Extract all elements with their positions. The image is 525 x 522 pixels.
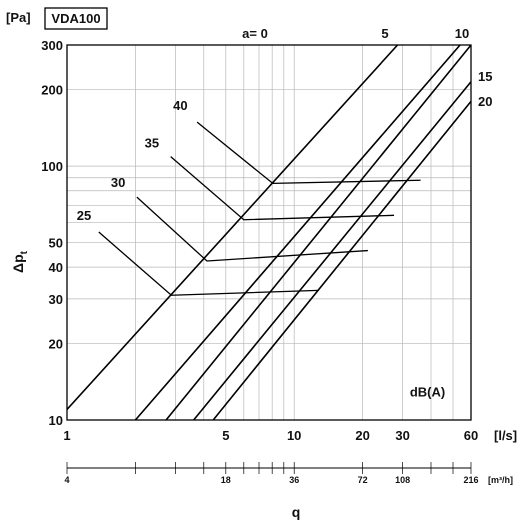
series-line-4	[212, 100, 471, 420]
x-tick-label: 20	[355, 428, 369, 443]
series-line-0	[67, 45, 399, 411]
x2-tick-label: 4	[64, 475, 69, 485]
series-label-0: a= 0	[242, 26, 268, 41]
series-label-2: 10	[455, 26, 469, 41]
y-tick-label: 30	[49, 292, 63, 307]
sound-line-35	[170, 156, 395, 221]
data-lines	[67, 45, 471, 420]
x-tick-label: 30	[395, 428, 409, 443]
model-label: VDA100	[51, 11, 100, 26]
y-axis-title-main: Δp	[10, 254, 26, 273]
sound-label-35: 35	[145, 136, 159, 151]
x2-tick-label: 216	[463, 475, 478, 485]
sound-line-30	[136, 196, 368, 262]
x-unit-label: [l/s]	[494, 428, 517, 443]
series-line-1	[134, 45, 461, 420]
y-tick-label: 10	[49, 413, 63, 428]
svg-text:Δpt: Δpt	[10, 250, 30, 273]
y-axis-ticks: 10 20 30 40 50 100 200 300	[41, 38, 63, 428]
sound-line-25	[98, 231, 319, 296]
annotations: dB(A)	[410, 384, 445, 399]
y-tick-label: 300	[41, 38, 63, 53]
x2-unit-label: [m³/h]	[488, 475, 513, 485]
y-axis-title: Δpt	[10, 250, 30, 273]
y-tick-label: 50	[49, 236, 63, 251]
y-tick-label: 20	[49, 337, 63, 352]
sound-label-25: 25	[77, 208, 91, 223]
x-tick-label: 60	[464, 428, 478, 443]
plot-frame	[66, 44, 472, 421]
x2-tick-label: 36	[289, 475, 299, 485]
y-axis-title-sub: t	[19, 250, 30, 254]
x-axis-ticks: 1 5 10 20 30 60	[63, 428, 478, 443]
x-tick-label: 10	[287, 428, 301, 443]
sound-label-40: 40	[173, 98, 187, 113]
dba-label: dB(A)	[410, 384, 445, 399]
series-line-2	[165, 45, 471, 420]
series-label-1: 5	[381, 26, 388, 41]
model-box	[44, 7, 108, 30]
y-tick-label: 100	[41, 159, 63, 174]
series-labels: a= 0 5 10 15 20 25 30 35 40	[77, 26, 493, 223]
secondary-x-axis: 4 18 36 72 108 216	[64, 462, 479, 485]
series-label-4: 20	[478, 94, 492, 109]
x-tick-label: 5	[222, 428, 229, 443]
series-label-3: 15	[478, 69, 492, 84]
x2-tick-label: 18	[221, 475, 231, 485]
header: [Pa] VDA100	[6, 7, 108, 30]
sound-line-40	[196, 121, 421, 185]
y-tick-label: 200	[41, 83, 63, 98]
x-axis-title: q	[292, 504, 301, 520]
y-tick-label: 40	[49, 260, 63, 275]
grid	[66, 44, 472, 421]
x-tick-label: 1	[63, 428, 70, 443]
unit-label: [Pa]	[6, 10, 31, 25]
x2-tick-label: 108	[395, 475, 410, 485]
sound-label-30: 30	[111, 175, 125, 190]
series-line-3	[193, 81, 471, 420]
x2-tick-label: 72	[358, 475, 368, 485]
